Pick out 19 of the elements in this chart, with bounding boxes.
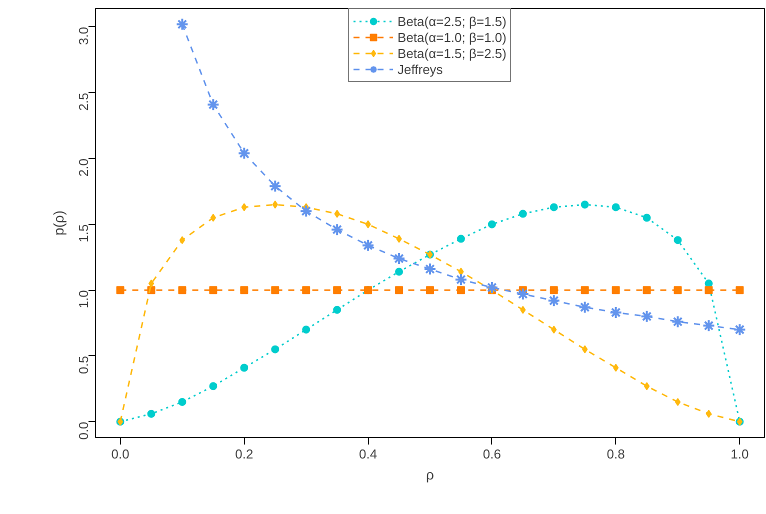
x-tick-label: 1.0 [730, 446, 749, 462]
y-tick-label: 1.5 [76, 224, 91, 242]
legend-label: Beta(α=2.5; β=1.5) [398, 13, 506, 29]
legend-label: Beta(α=1.0; β=1.0) [398, 29, 506, 45]
x-tick-label: 0.4 [359, 446, 378, 462]
x-axis-title: ρ [426, 466, 434, 482]
x-tick-label: 0.6 [482, 446, 501, 462]
y-tick-label: 2.5 [76, 92, 91, 111]
legend-label: Jeffreys [398, 61, 443, 77]
y-tick-label: 1.0 [76, 290, 91, 308]
y-tick-label: 0.0 [76, 422, 91, 440]
x-tick-label: 0.2 [235, 446, 254, 462]
y-tick-label: 3.0 [76, 26, 91, 45]
x-tick-label: 0.8 [606, 446, 625, 462]
x-tick-label: 0.0 [111, 446, 130, 462]
y-tick-label: 2.0 [76, 158, 91, 177]
y-axis-title: p(ρ) [50, 210, 66, 236]
legend-label: Beta(α=1.5; β=2.5) [398, 45, 506, 61]
y-tick-label: 0.5 [76, 356, 91, 374]
